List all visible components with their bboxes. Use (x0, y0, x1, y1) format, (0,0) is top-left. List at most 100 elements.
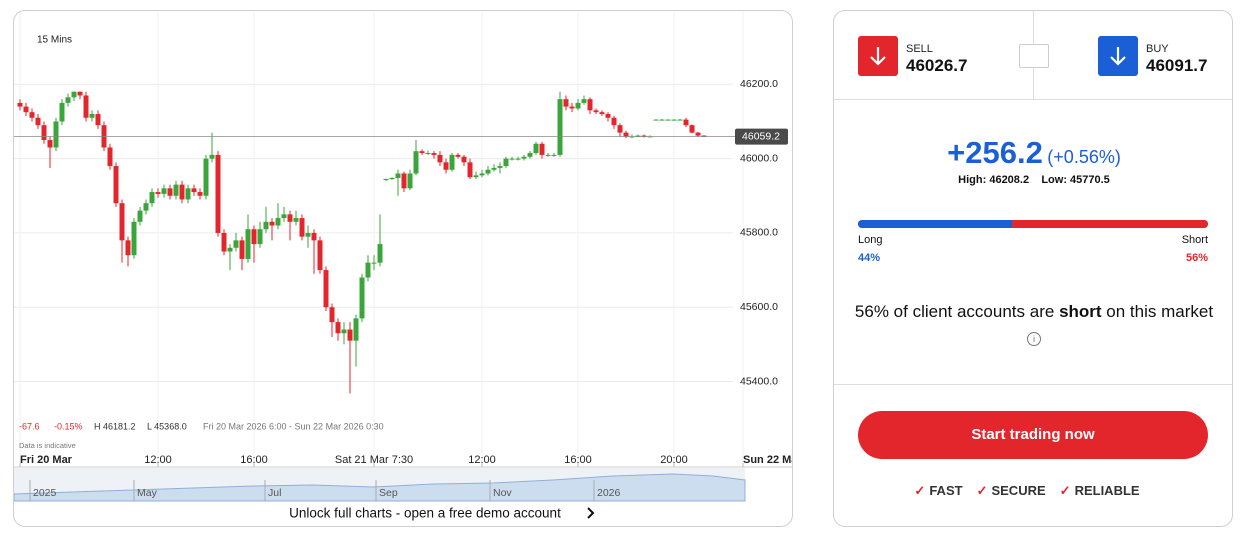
candle-body (17, 102, 23, 107)
candle-body (359, 277, 365, 319)
sell-price: 46026.7 (906, 56, 968, 75)
candle-body (635, 135, 641, 137)
candle-body (491, 167, 497, 170)
change: +256.2 (947, 135, 1043, 170)
candle-body (395, 173, 401, 178)
y-tick-label: 46200.0 (740, 78, 778, 90)
candle-body (371, 262, 377, 264)
candle-body (365, 262, 371, 278)
info-icon[interactable]: i (1027, 332, 1041, 346)
candle-body (197, 192, 203, 196)
candle-body (293, 218, 299, 222)
candle-body (125, 240, 131, 256)
candle-body (227, 247, 233, 252)
x-tick-label: 16:00 (564, 454, 592, 466)
candle-body (299, 218, 305, 237)
stat-range: Fri 20 Mar 2026 6:00 - Sun 22 Mar 2026 0… (203, 421, 384, 431)
candle-body (191, 188, 197, 193)
candle-body (47, 140, 53, 148)
change-row: +256.2 (+0.56%) (834, 135, 1232, 171)
sentiment-bar (858, 220, 1208, 228)
candle-body (311, 232, 317, 241)
sell-button[interactable] (858, 36, 898, 76)
check-icon: ✓ (914, 483, 926, 498)
long-name: Long (858, 234, 883, 246)
candle-body (461, 156, 467, 163)
candle-body (377, 244, 383, 263)
features: ✓ FAST ✓ SECURE ✓ RELIABLE (834, 482, 1232, 500)
feature: ✓ FAST (914, 483, 962, 498)
candle-body (179, 184, 185, 200)
candle-body (317, 240, 323, 271)
candle-body (527, 153, 533, 157)
candle-body (149, 192, 155, 204)
x-tick-label: Sun 22 Mar (743, 454, 793, 466)
candle-body (605, 114, 611, 118)
short-name: Short (1181, 234, 1208, 246)
change-pct: (+0.56%) (1047, 147, 1121, 167)
candle-body (77, 91, 83, 96)
candle-body (239, 240, 245, 259)
candle-body (473, 175, 479, 178)
last-price: 46059.2 (742, 130, 780, 142)
candle-body (515, 158, 521, 160)
day-low: Low: 45770.5 (1041, 174, 1110, 186)
candle-body (137, 210, 143, 222)
candle-body (611, 117, 617, 126)
stat-change-pct: -0.15% (54, 421, 83, 431)
chevron (587, 507, 595, 519)
candle-body (599, 112, 605, 115)
candle-body (329, 307, 335, 323)
candle-body (449, 154, 455, 170)
candle-body (71, 91, 77, 98)
candle-body (419, 151, 425, 154)
candle-body (695, 132, 701, 136)
feature-label: RELIABLE (1074, 483, 1140, 498)
candle-body (287, 214, 293, 222)
candle-body (485, 169, 491, 174)
candle-body (557, 99, 563, 155)
feature-label: FAST (929, 483, 963, 498)
candle-body (257, 229, 263, 245)
candle-body (203, 158, 209, 196)
stat-high: H 46181.2 (94, 421, 136, 431)
candle-body (83, 95, 89, 118)
demo-link[interactable]: Unlock full charts - open a free demo ac… (289, 506, 561, 521)
y-tick-label: 45800.0 (740, 227, 778, 239)
candle-body (245, 229, 251, 259)
candle-body (593, 110, 599, 113)
candle-body (383, 179, 389, 181)
divider (834, 99, 1232, 100)
interval[interactable]: 15 Mins (37, 35, 72, 46)
feature: ✓ SECURE (977, 483, 1046, 498)
feature: ✓ RELIABLE (1060, 483, 1140, 498)
chart-card: 15 Mins -67.6 -0.15% H 46181.2 L 45368.0… (13, 10, 793, 527)
candle-body (443, 162, 449, 170)
candle-body (53, 121, 59, 148)
long-share (858, 220, 1012, 228)
candle-body (233, 240, 239, 248)
candle-body (467, 162, 473, 178)
short-share (1012, 220, 1208, 228)
candle-body (521, 156, 527, 159)
candle-body (41, 125, 47, 141)
candle-body (551, 154, 557, 156)
candle-body (335, 322, 341, 334)
cta-button[interactable]: Start trading now (858, 411, 1208, 459)
candle-body (587, 99, 593, 111)
candle-body (341, 329, 347, 334)
navigator-area (14, 473, 746, 502)
candle-body (113, 166, 119, 204)
buy-price: 46091.7 (1146, 56, 1208, 75)
candle-body (437, 154, 443, 163)
last-price-tag (735, 128, 788, 145)
x-tick-label: 16:00 (240, 454, 268, 466)
check-icon: ✓ (1059, 483, 1071, 498)
x-tick-label: 12:00 (468, 454, 496, 466)
arrow-down (870, 47, 886, 66)
day-high: High: 46208.2 (958, 174, 1030, 186)
candle-body (347, 329, 353, 341)
buy-button[interactable] (1098, 36, 1138, 76)
chart: 15 Mins -67.6 -0.15% H 46181.2 L 45368.0… (14, 11, 793, 521)
